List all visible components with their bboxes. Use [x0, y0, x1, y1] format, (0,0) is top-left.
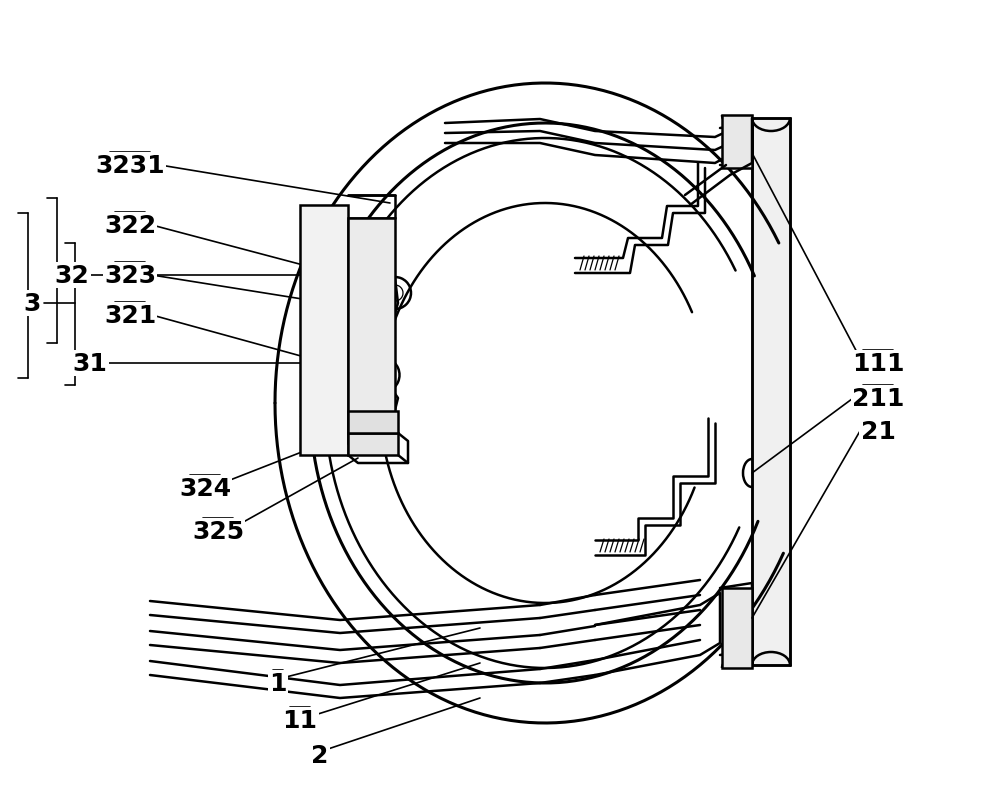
Text: 31: 31: [73, 352, 107, 376]
Text: 324: 324: [179, 476, 231, 500]
Polygon shape: [348, 411, 398, 434]
Polygon shape: [722, 589, 752, 668]
Text: 11: 11: [283, 708, 318, 732]
Polygon shape: [752, 119, 790, 665]
Polygon shape: [300, 206, 348, 455]
Text: 322: 322: [104, 214, 156, 238]
Polygon shape: [348, 218, 395, 443]
Text: 3: 3: [23, 291, 41, 316]
Text: 21: 21: [861, 419, 895, 443]
Text: 111: 111: [852, 352, 904, 376]
Text: 323: 323: [104, 263, 156, 287]
Text: 321: 321: [104, 304, 156, 328]
Text: 2: 2: [311, 743, 329, 767]
Text: 32: 32: [55, 263, 89, 287]
Polygon shape: [722, 116, 752, 169]
Polygon shape: [348, 434, 398, 455]
Text: 325: 325: [192, 520, 244, 544]
Text: 3231: 3231: [95, 154, 165, 177]
Text: 211: 211: [852, 386, 904, 410]
Text: 1: 1: [269, 671, 287, 695]
